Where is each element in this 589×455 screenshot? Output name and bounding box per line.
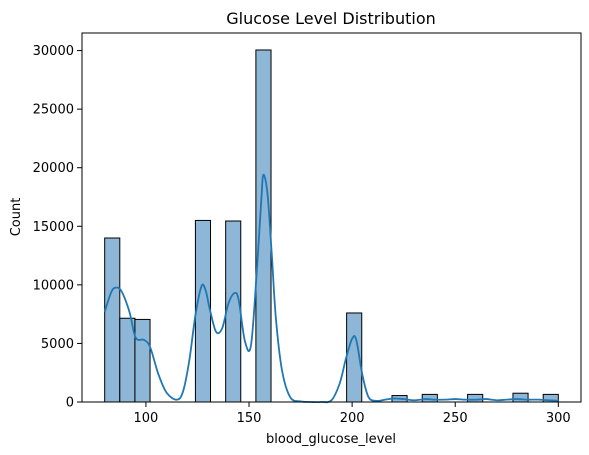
x-axis-label: blood_glucose_level bbox=[266, 432, 396, 447]
x-tick-label: 300 bbox=[546, 411, 571, 426]
histogram-bar bbox=[512, 392, 529, 403]
histogram-bar bbox=[104, 237, 121, 403]
histogram-bar bbox=[255, 49, 272, 403]
plot-area-frame bbox=[81, 32, 582, 403]
histogram-bar bbox=[421, 393, 438, 403]
histogram-bar bbox=[225, 220, 242, 403]
histogram-bar bbox=[194, 219, 212, 403]
y-axis-label: Count bbox=[9, 198, 24, 237]
y-tick-label: 25000 bbox=[33, 103, 74, 118]
y-tick-label: 0 bbox=[66, 396, 74, 411]
x-tick-label: 100 bbox=[134, 411, 159, 426]
y-tick-label: 30000 bbox=[33, 44, 74, 59]
histogram-bar bbox=[467, 393, 484, 403]
y-tick-label: 5000 bbox=[41, 337, 74, 352]
y-axis-ticks: 0 5000 10000 15000 20000 25000 30000 bbox=[33, 44, 82, 411]
x-axis-ticks: 100 150 200 250 300 bbox=[134, 402, 571, 426]
y-tick-label: 20000 bbox=[33, 161, 74, 176]
histogram-bar bbox=[134, 318, 151, 403]
x-tick-label: 200 bbox=[340, 411, 365, 426]
x-tick-label: 250 bbox=[443, 411, 468, 426]
x-tick-label: 150 bbox=[237, 411, 262, 426]
y-tick-label: 15000 bbox=[33, 220, 74, 235]
chart-title: Glucose Level Distribution bbox=[226, 9, 436, 28]
kde-curve bbox=[103, 173, 559, 404]
y-tick-label: 10000 bbox=[33, 278, 74, 293]
